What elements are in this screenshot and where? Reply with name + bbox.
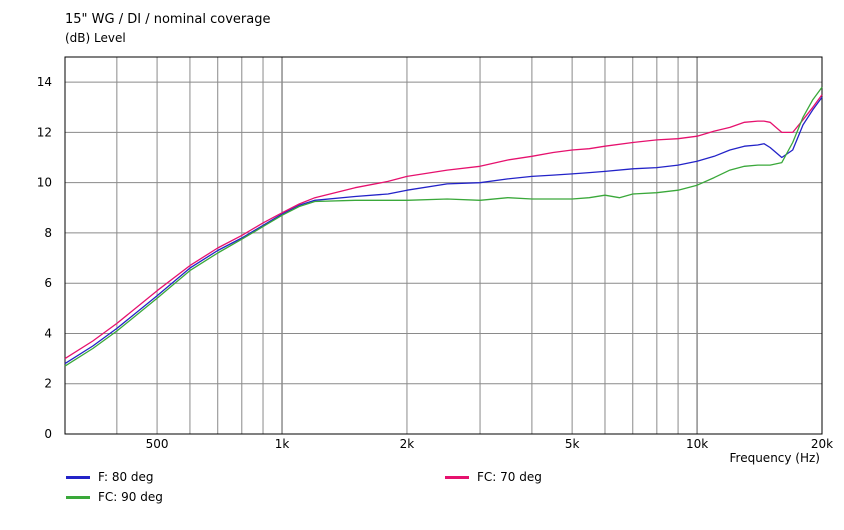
y-axis-unit-label: (dB) Level bbox=[65, 31, 126, 45]
series-line-fc-90-deg bbox=[64, 86, 823, 367]
series-line-f-80-deg bbox=[64, 96, 823, 365]
y-tick-label: 4 bbox=[44, 326, 52, 340]
legend-entry-fc-70: FC: 70 deg bbox=[445, 470, 542, 484]
legend-label: FC: 90 deg bbox=[98, 490, 163, 504]
series-line-fc-70-deg bbox=[64, 94, 823, 360]
y-tick-label: 8 bbox=[44, 226, 52, 240]
y-tick-label: 2 bbox=[44, 377, 52, 391]
legend-label: F: 80 deg bbox=[98, 470, 154, 484]
legend-swatch bbox=[66, 476, 90, 479]
chart-title: 15" WG / DI / nominal coverage bbox=[65, 12, 271, 27]
y-tick-label: 12 bbox=[37, 125, 52, 139]
x-tick-label: 10k bbox=[686, 437, 708, 451]
y-tick-label: 10 bbox=[37, 176, 52, 190]
x-tick-label: 5k bbox=[565, 437, 580, 451]
x-tick-label: 1k bbox=[275, 437, 290, 451]
plot-area bbox=[65, 57, 822, 434]
legend-entry-f-80: F: 80 deg bbox=[66, 470, 154, 484]
legend-label: FC: 70 deg bbox=[477, 470, 542, 484]
legend-swatch bbox=[445, 476, 469, 479]
x-tick-label: 2k bbox=[400, 437, 415, 451]
x-tick-label: 500 bbox=[146, 437, 169, 451]
legend-swatch bbox=[66, 496, 90, 499]
legend-entry-fc-90: FC: 90 deg bbox=[66, 490, 163, 504]
plot-border bbox=[64, 56, 823, 435]
y-tick-label: 0 bbox=[44, 427, 52, 441]
y-tick-label: 14 bbox=[37, 75, 52, 89]
x-axis-title: Frequency (Hz) bbox=[730, 451, 821, 465]
y-tick-label: 6 bbox=[44, 276, 52, 290]
x-tick-label: 20k bbox=[811, 437, 833, 451]
